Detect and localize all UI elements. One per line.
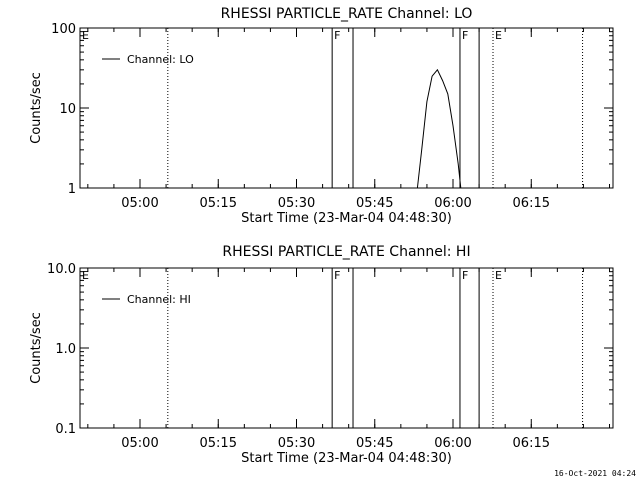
panel-1-series-line	[416, 68, 462, 189]
panel-1-x-tick-label: 05:30	[278, 196, 315, 211]
panel-1-title: RHESSI PARTICLE_RATE Channel: LO	[221, 6, 473, 22]
panel-1-x-tick-label: 06:15	[513, 196, 550, 211]
panel-2-y-axis-label: Counts/sec	[29, 312, 44, 384]
panel-1-y-tick-label: 100	[51, 22, 76, 37]
panel-2-event-marker-label: F	[462, 269, 468, 282]
panel-1-legend-label: Channel: LO	[127, 53, 194, 66]
panel-1-event-marker-label: E	[495, 29, 502, 42]
panel-1-corner-label: E	[82, 29, 89, 42]
panel-1-x-tick-label: 05:15	[200, 196, 237, 211]
panel-2-x-tick-label: 05:00	[121, 436, 158, 451]
panel-2-x-tick-label: 05:45	[356, 436, 393, 451]
panel-1-y-tick-label: 1	[68, 182, 76, 197]
panel-1-x-tick-label: 05:45	[356, 196, 393, 211]
panel-1-plot-frame	[79, 27, 614, 189]
panel-2-x-axis-label: Start Time (23-Mar-04 04:48:30)	[241, 451, 452, 466]
panel-2-x-tick-label: 06:15	[513, 436, 550, 451]
panel-1-event-marker-label: F	[334, 29, 340, 42]
panel-1-event-marker-label: F	[462, 29, 468, 42]
panel-2-event-marker-label: F	[334, 269, 340, 282]
panel-2-legend-label: Channel: HI	[127, 293, 191, 306]
panel-2-x-tick-label: 06:00	[434, 436, 471, 451]
panel-1-y-axis-label: Counts/sec	[29, 72, 44, 144]
panel-1-x-tick-label: 06:00	[434, 196, 471, 211]
panel-1-y-tick-label: 10	[59, 102, 76, 117]
panel-2-event-marker-label: E	[495, 269, 502, 282]
panel-2-y-tick-label: 1.0	[55, 342, 76, 357]
panel-2-title: RHESSI PARTICLE_RATE Channel: HI	[222, 244, 470, 260]
panel-2-x-tick-label: 05:15	[200, 436, 237, 451]
panel-2-plot-frame	[79, 267, 614, 429]
footer-timestamp: 16-Oct-2021 04:24	[554, 469, 636, 478]
panel-1-x-axis-label: Start Time (23-Mar-04 04:48:30)	[241, 211, 452, 226]
panel-2-x-tick-label: 05:30	[278, 436, 315, 451]
panel-2-y-tick-label: 10.0	[47, 262, 76, 277]
panel-2-y-tick-label: 0.1	[55, 422, 76, 437]
panel-2-corner-label: E	[82, 269, 89, 282]
panel-1-x-tick-label: 05:00	[121, 196, 158, 211]
